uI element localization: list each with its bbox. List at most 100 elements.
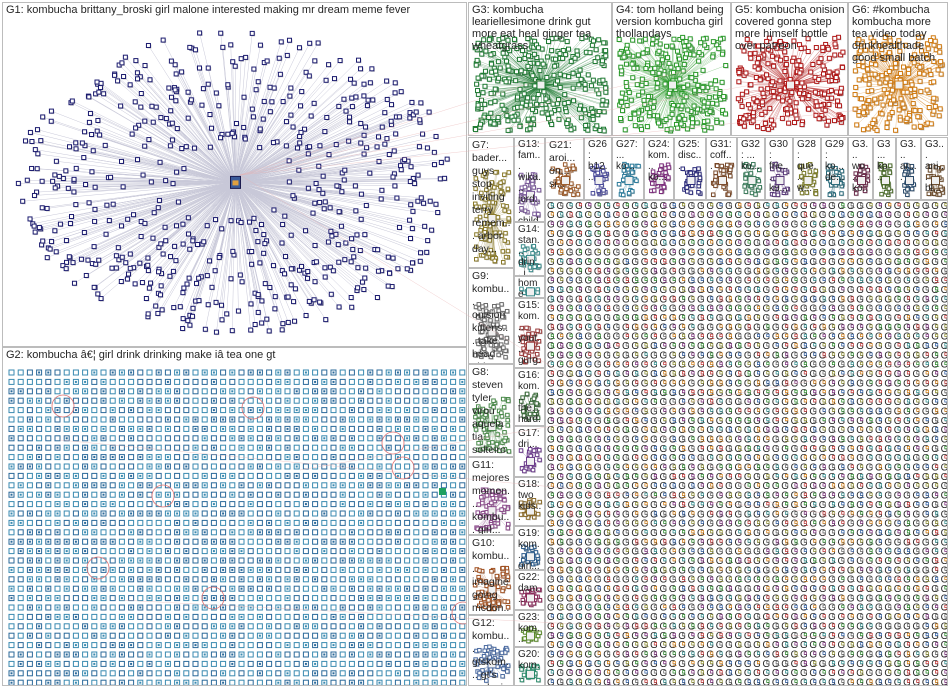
- vertex: [832, 52, 838, 58]
- vertex: [832, 41, 838, 47]
- vertex: [113, 253, 119, 259]
- vertex: [504, 46, 510, 52]
- vertex: [747, 51, 753, 57]
- vertex: [714, 119, 720, 125]
- vertex: [825, 46, 831, 52]
- vertex: [895, 55, 901, 61]
- group-panel-g12: G12: kombu... gtskom... gt's replaci...: [468, 615, 514, 686]
- vertex: [630, 75, 636, 81]
- vertex: [285, 319, 291, 325]
- vertex: [525, 179, 530, 184]
- vertex: [474, 57, 480, 63]
- vertex: [928, 184, 934, 189]
- vertex: [484, 409, 489, 414]
- vertex: [202, 326, 208, 332]
- vertex: [519, 562, 524, 567]
- vertex: [749, 190, 755, 196]
- vertex: [393, 131, 399, 137]
- vertex: [675, 125, 681, 131]
- vertex: [834, 69, 840, 75]
- vertex: [172, 62, 178, 68]
- vertex: [180, 221, 186, 227]
- vertex: [813, 99, 819, 105]
- vertex: [501, 490, 507, 495]
- vertex: [402, 157, 408, 163]
- vertex: [603, 102, 609, 108]
- vertex: [133, 58, 139, 64]
- vertex: [90, 148, 96, 154]
- vertex: [787, 98, 793, 104]
- vertex: [936, 44, 942, 50]
- vertex: [483, 197, 488, 202]
- vertex: [317, 199, 323, 205]
- vertex: [518, 448, 524, 453]
- vertex: [280, 321, 286, 327]
- vertex: [559, 187, 564, 193]
- vertex: [282, 213, 288, 219]
- vertex: [917, 70, 923, 76]
- vertex: [655, 60, 661, 66]
- vertex: [505, 525, 511, 531]
- vertex: [503, 354, 508, 360]
- vertex: [505, 417, 510, 423]
- vertex: [168, 254, 174, 260]
- vertex: [482, 221, 488, 226]
- vertex: [783, 61, 789, 67]
- vertex: [804, 190, 810, 195]
- group-g3-graph: [472, 34, 610, 134]
- vertex: [881, 41, 887, 47]
- vertex: [878, 95, 884, 101]
- vertex: [110, 201, 116, 207]
- vertex: [498, 334, 504, 339]
- vertex: [482, 171, 488, 177]
- vertex: [475, 510, 480, 515]
- vertex: [473, 423, 478, 429]
- vertex: [491, 606, 496, 612]
- vertex: [523, 359, 529, 364]
- vertex: [192, 47, 198, 53]
- vertex: [134, 157, 140, 163]
- vertex: [632, 111, 638, 117]
- vertex: [257, 145, 263, 151]
- vertex: [818, 56, 824, 62]
- group-panel-g17: G17: dri...: [514, 426, 545, 477]
- vertex: [865, 66, 871, 72]
- vertex: [531, 396, 537, 401]
- vertex: [689, 116, 695, 122]
- vertex: [392, 80, 398, 86]
- vertex: [502, 497, 507, 503]
- vertex: [142, 220, 148, 226]
- vertex: [322, 129, 328, 135]
- vertex: [541, 89, 547, 95]
- vertex: [776, 95, 782, 101]
- vertex: [349, 104, 355, 110]
- vertex: [379, 187, 385, 193]
- vertex: [536, 211, 541, 217]
- vertex: [552, 56, 558, 62]
- vertex: [326, 152, 332, 158]
- vertex: [280, 221, 286, 227]
- group-panel-g10: G10: kombu... imagine going mcdon...: [468, 535, 514, 615]
- vertex: [478, 420, 483, 426]
- vertex: [853, 171, 858, 176]
- vertex: [710, 39, 716, 45]
- vertex: [482, 204, 487, 209]
- vertex: [640, 50, 646, 56]
- vertex: [839, 168, 845, 174]
- vertex: [743, 70, 749, 76]
- vertex: [392, 183, 398, 189]
- vertex: [600, 165, 605, 170]
- vertex: [177, 304, 183, 310]
- vertex: [435, 210, 441, 216]
- vertex: [299, 89, 305, 95]
- vertex: [358, 216, 364, 222]
- vertex: [530, 663, 536, 669]
- vertex: [882, 35, 888, 41]
- vertex: [315, 40, 321, 46]
- vertex: [181, 166, 187, 172]
- vertex: [351, 80, 357, 86]
- vertex: [420, 131, 426, 137]
- vertex: [495, 59, 501, 65]
- vertex: [860, 110, 866, 116]
- vertex: [685, 82, 691, 88]
